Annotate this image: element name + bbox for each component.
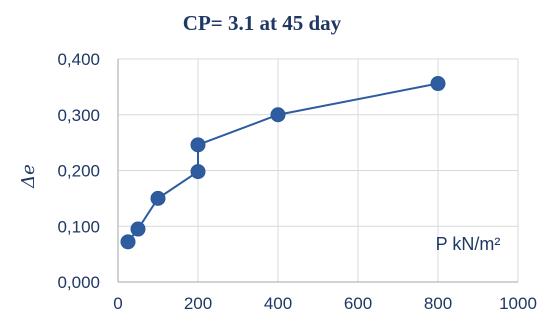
tick-labels: 0 200 400 600 800 1000 0,000 0,100 0,200 0,300 0,4… — [57, 50, 536, 313]
data-point — [190, 137, 206, 153]
data-point — [130, 221, 146, 237]
x-tick-label: 400 — [264, 294, 292, 313]
data-point — [150, 190, 166, 206]
x-tick-label: 1000 — [499, 294, 537, 313]
data-points — [120, 76, 446, 250]
data-point — [430, 76, 446, 92]
y-tick-label: 0,400 — [57, 50, 100, 69]
data-point — [270, 107, 286, 123]
chart-title: CP= 3.1 at 45 day — [183, 11, 342, 35]
y-tick-label: 0,100 — [57, 217, 100, 236]
data-point — [120, 234, 136, 250]
y-tick-label: 0,300 — [57, 106, 100, 125]
series-line-layer — [127, 82, 439, 243]
series-line — [127, 82, 439, 243]
x-axis-label: P kN/m² — [436, 234, 501, 254]
axes — [117, 59, 518, 283]
y-tick-label: 0,000 — [57, 273, 100, 292]
x-tick-label: 600 — [344, 294, 372, 313]
y-axis-label: Δe — [18, 164, 39, 189]
x-tick-label: 0 — [113, 294, 122, 313]
grid — [118, 58, 519, 282]
x-tick-label: 800 — [424, 294, 452, 313]
y-tick-label: 0,200 — [57, 162, 100, 181]
data-point — [190, 164, 206, 180]
x-tick-label: 200 — [184, 294, 212, 313]
